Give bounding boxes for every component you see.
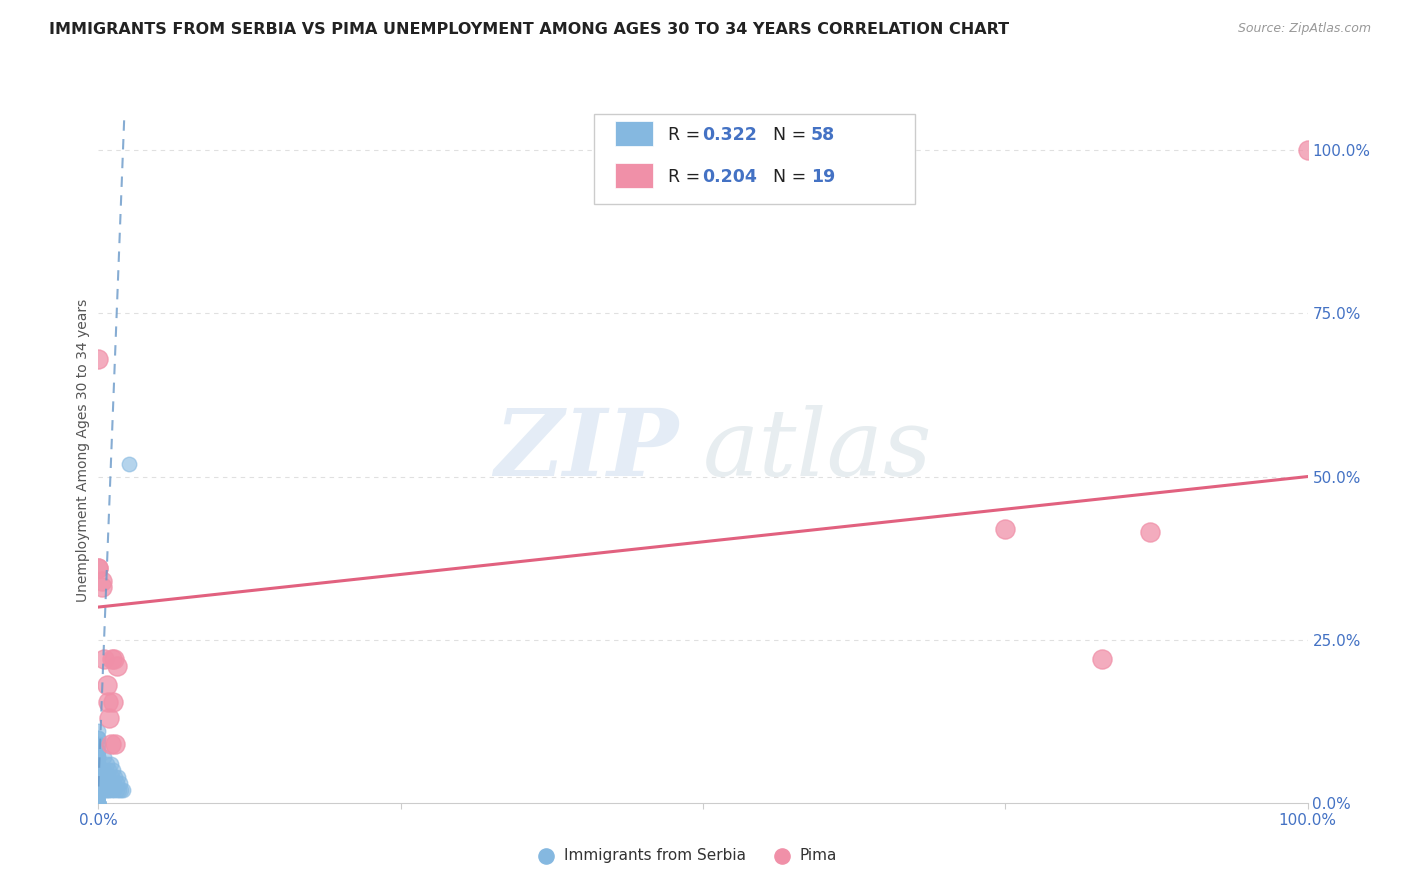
Point xyxy=(1296,144,1319,158)
Point xyxy=(91,574,114,588)
Point xyxy=(87,782,110,797)
Point xyxy=(91,770,114,784)
Point xyxy=(96,678,118,692)
Point xyxy=(93,763,115,777)
Text: 58: 58 xyxy=(811,126,835,144)
Point xyxy=(87,743,110,757)
Point xyxy=(104,737,127,751)
Text: Immigrants from Serbia: Immigrants from Serbia xyxy=(564,848,747,863)
Point xyxy=(100,770,122,784)
Point xyxy=(87,561,110,575)
Point xyxy=(98,782,121,797)
Point xyxy=(104,770,127,784)
Text: 0.322: 0.322 xyxy=(702,126,756,144)
Point xyxy=(87,750,110,764)
Point xyxy=(91,782,114,797)
FancyBboxPatch shape xyxy=(595,113,915,204)
Point xyxy=(111,782,134,797)
Point xyxy=(87,352,110,367)
Point xyxy=(87,796,110,810)
Point xyxy=(98,711,121,725)
Point xyxy=(108,782,131,797)
Text: R =: R = xyxy=(668,126,706,144)
Point xyxy=(87,731,110,745)
Point xyxy=(98,763,121,777)
Point xyxy=(87,743,110,757)
Point xyxy=(87,750,110,764)
Point xyxy=(87,782,110,797)
Point xyxy=(87,763,110,777)
Point xyxy=(108,776,131,790)
Text: Source: ZipAtlas.com: Source: ZipAtlas.com xyxy=(1237,22,1371,36)
Point xyxy=(118,457,141,471)
Y-axis label: Unemployment Among Ages 30 to 34 years: Unemployment Among Ages 30 to 34 years xyxy=(76,299,90,602)
Point xyxy=(1139,524,1161,539)
Point xyxy=(87,770,110,784)
Point xyxy=(101,776,124,790)
Point xyxy=(87,789,110,804)
Point xyxy=(87,737,110,751)
Text: IMMIGRANTS FROM SERBIA VS PIMA UNEMPLOYMENT AMONG AGES 30 TO 34 YEARS CORRELATIO: IMMIGRANTS FROM SERBIA VS PIMA UNEMPLOYM… xyxy=(49,22,1010,37)
Point xyxy=(96,756,118,771)
Point xyxy=(87,796,110,810)
Point xyxy=(87,796,110,810)
Text: ZIP: ZIP xyxy=(495,406,679,495)
Point xyxy=(97,782,120,797)
Point xyxy=(87,756,110,771)
Point xyxy=(534,845,557,859)
Point xyxy=(105,658,128,673)
Text: atlas: atlas xyxy=(703,406,932,495)
Point xyxy=(93,750,115,764)
Point xyxy=(87,796,110,810)
Point xyxy=(87,776,110,790)
Point xyxy=(87,796,110,810)
Point xyxy=(100,756,122,771)
Point xyxy=(87,770,110,784)
Point xyxy=(1091,652,1114,666)
Text: N =: N = xyxy=(762,126,813,144)
Point xyxy=(87,763,110,777)
Point xyxy=(87,796,110,810)
Point xyxy=(87,737,110,751)
Point xyxy=(87,782,110,797)
Point xyxy=(105,776,128,790)
Point xyxy=(87,776,110,790)
Point xyxy=(770,845,793,859)
Point xyxy=(94,782,117,797)
Text: 0.204: 0.204 xyxy=(702,168,756,186)
Point xyxy=(101,763,124,777)
Text: 19: 19 xyxy=(811,168,835,186)
Point xyxy=(91,776,114,790)
Point xyxy=(97,695,120,709)
Point xyxy=(100,782,122,797)
Bar xyxy=(614,163,654,188)
Point xyxy=(110,782,132,797)
Point xyxy=(107,770,129,784)
Text: R =: R = xyxy=(668,168,706,186)
Point xyxy=(91,581,114,595)
Point xyxy=(100,776,122,790)
Point xyxy=(87,796,110,810)
Point xyxy=(105,782,128,797)
Point xyxy=(103,782,125,797)
Point xyxy=(994,522,1017,536)
Point xyxy=(87,724,110,739)
Point xyxy=(87,561,110,575)
Text: Pima: Pima xyxy=(800,848,837,863)
Point xyxy=(87,756,110,771)
Point xyxy=(87,796,110,810)
Point xyxy=(87,731,110,745)
Point xyxy=(100,737,122,751)
Point xyxy=(100,652,122,666)
Point xyxy=(93,652,115,666)
Point xyxy=(87,789,110,804)
Bar xyxy=(614,121,654,146)
Point xyxy=(97,770,120,784)
Point xyxy=(96,770,118,784)
Point xyxy=(101,695,124,709)
Text: N =: N = xyxy=(762,168,813,186)
Point xyxy=(103,652,125,666)
